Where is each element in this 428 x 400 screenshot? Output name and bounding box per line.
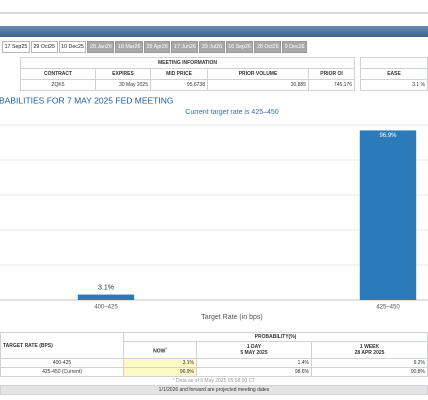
cell: 400-425 [0,358,124,368]
meeting-tab[interactable]: 28 Oct26 [254,41,282,53]
meeting-tab[interactable]: 28 Jan26 [87,41,115,53]
cell: 425-450 (Current) [0,367,124,377]
col-header: PRIOR VOLUME [207,68,309,80]
header-bar [0,26,428,37]
x-tick-label: 425–450 [376,305,400,311]
probability-table: TARGET RATE (BPS) PROBABILITY(%) NOW* 1 … [0,332,428,395]
col-header: EASE [360,68,428,80]
meeting-tab[interactable]: 17 Sep25 [2,41,30,53]
cell: 96.9% [123,367,197,377]
col-header: TARGET RATE (BPS) [0,332,124,359]
bar [77,294,135,300]
col-header: PRIOR OI [308,68,355,80]
footnote: * Data as of 6 May 2025 05:58:00 CT [172,378,256,384]
header-text: NOW [153,348,166,355]
meeting-tab[interactable]: 29 Oct25 [30,41,58,53]
chart: BABILITIES FOR 7 MAY 2025 FED MEETING Cu… [0,95,428,321]
cell: 9.2% [311,358,428,368]
value-label: 3.1% [98,284,114,291]
cell: 745,176 [308,79,355,91]
meeting-info-table: MEETING INFORMATION CONTRACT EXPIRES MID… [0,57,355,91]
header-text: 28 APR 2025 [354,350,385,356]
header-text: 1 WEEK [359,344,380,350]
chart-subtitle: Current target rate is 425–450 [185,109,278,116]
x-tick-label: 400–425 [94,305,118,311]
top-border [0,0,428,14]
cell: 95.6738 [150,79,208,91]
cell: 3.1 % [360,79,428,91]
col-header: CONTRACT [20,68,96,80]
chart-title: BABILITIES FOR 7 MAY 2025 FED MEETING [0,95,173,105]
header-text: 5 MAY 2025 [240,350,268,356]
col-header: NOW* [123,341,197,359]
table-title: MEETING INFORMATION [20,57,355,69]
cell: ZQK5 [20,79,96,91]
col-header: 1 WEEK 28 APR 2025 [311,341,428,359]
col-header: EXPIRES [95,68,151,80]
meeting-tab[interactable]: 10 Dec25 [58,41,87,53]
col-header: MID PRICE [150,68,208,80]
value-label: 96.9% [379,133,397,139]
meeting-tab[interactable]: 17 Jun26 [171,41,199,53]
x-axis-title: Target Rate (in bps) [201,314,262,321]
meeting-tab[interactable]: 29 Jul26 [199,41,225,53]
header-text: 1 DAY [246,344,262,350]
footnote-mark: * [165,345,167,351]
meeting-tab[interactable]: 18 Mar26 [115,41,143,53]
meeting-tab[interactable]: 29 Apr26 [144,41,171,53]
bar [359,130,417,300]
cell: 90.8% [311,367,428,377]
cell: 98.6% [196,367,312,377]
meeting-tab[interactable]: 16 Sep26 [225,41,254,53]
ease-table: EASE 3.1 % [360,57,428,91]
col-header: 1 DAY 5 MAY 2025 [196,341,312,359]
meeting-tab[interactable]: 9 Dec26 [282,41,308,53]
meeting-tabs: 17 Sep25 29 Oct25 10 Dec25 28 Jan26 18 Mar26… [2,41,308,53]
projection-note: 1/1/2026 and forward are projected meeti… [0,385,428,395]
col-header: PROBABILITY(%) [123,332,428,342]
cell: 30 May 2025 [95,79,151,91]
cell: 30,885 [207,79,309,91]
cell: 3.1% [123,358,197,368]
cell: 1.4% [196,358,312,368]
